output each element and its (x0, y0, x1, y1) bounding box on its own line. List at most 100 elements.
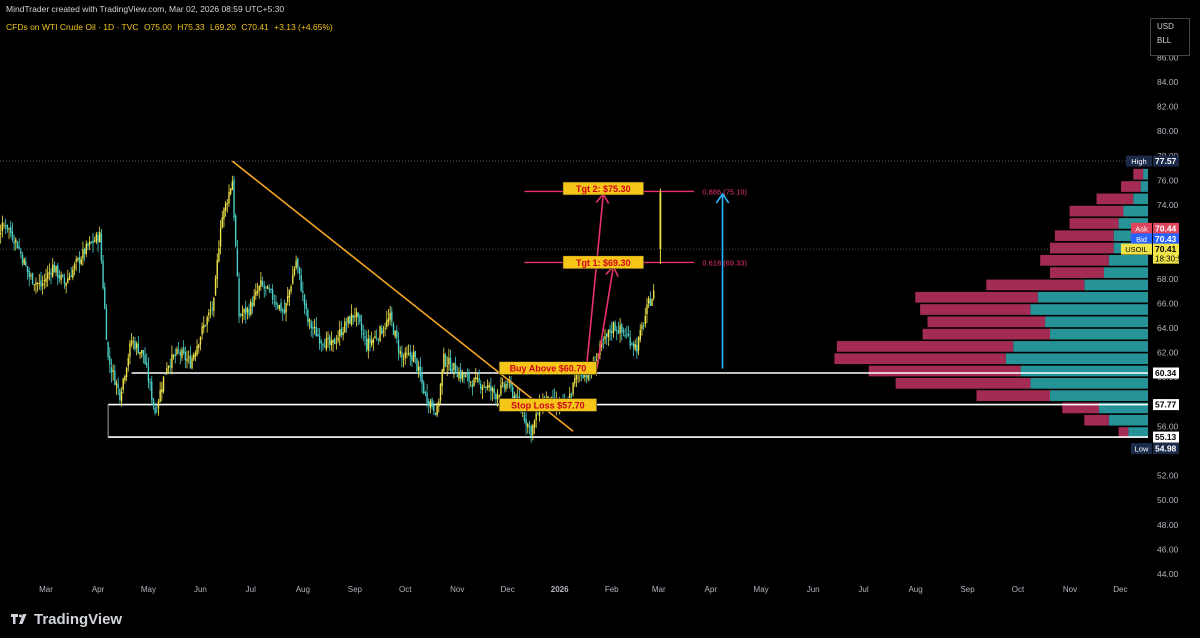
candle-body (641, 325, 643, 329)
candle-body (506, 384, 509, 386)
candle-body (88, 241, 91, 245)
ohlc-low: L69.20 (210, 22, 236, 32)
candle-body (30, 275, 32, 277)
y-axis-tick-label: 46.00 (1157, 544, 1179, 554)
candle-body (15, 239, 17, 243)
candle-body (36, 283, 39, 284)
candle-body (82, 249, 84, 259)
candle-body (323, 346, 326, 348)
candle-body (117, 384, 119, 389)
candle-body (337, 337, 339, 341)
candle-body (135, 343, 138, 349)
candle-body (317, 334, 319, 337)
candle-body (303, 294, 306, 306)
candle-body (193, 354, 195, 360)
volume-profile-down-bar (1069, 205, 1124, 217)
price-axis-tag-box (1131, 233, 1152, 245)
candle-body (187, 357, 190, 358)
candle-body (349, 316, 351, 324)
volume-profile-up-bar (1005, 353, 1148, 365)
candle-body (344, 321, 346, 333)
candle-body (570, 393, 573, 396)
candle-body (245, 306, 247, 315)
candle-body (77, 257, 79, 260)
candle-body (552, 397, 554, 399)
annotation-label-box (562, 181, 645, 196)
candle-body (251, 302, 254, 307)
tradingview-brand[interactable]: TradingView (8, 609, 122, 629)
candle-body (120, 391, 123, 402)
candle-body (392, 323, 395, 335)
candle-body (52, 264, 54, 277)
candle-body (441, 369, 443, 386)
candle-body (265, 286, 267, 288)
candle-body (228, 192, 230, 204)
candle-body (268, 288, 270, 291)
candle-body (473, 378, 475, 387)
candle-body (399, 350, 401, 354)
y-axis-tick-label: 74.00 (1157, 200, 1179, 210)
annotation-label: Tgt 1: $69.30 (576, 258, 631, 268)
candle-body (612, 322, 615, 334)
volume-profile-down-bar (920, 304, 1031, 315)
currency-unit-box[interactable]: USD BLL (1150, 18, 1190, 56)
candle-body (332, 339, 334, 343)
pink-target-arrow (595, 266, 615, 370)
candle-body (616, 329, 618, 332)
candle-body (481, 387, 484, 391)
candle-body (288, 290, 291, 298)
candle-body (488, 385, 490, 388)
price-axis-label: 57.77 (1155, 400, 1177, 410)
y-axis-tick-label: 68.00 (1157, 274, 1179, 284)
candle-body (238, 278, 240, 317)
candle-body (374, 336, 376, 339)
candle-body (62, 274, 64, 277)
candle-body (434, 412, 437, 416)
x-axis-tick-label: Dec (501, 585, 515, 594)
candle-body (290, 286, 292, 292)
candle-body (318, 335, 321, 344)
candle-body (627, 333, 630, 337)
candle-body (370, 340, 373, 345)
candle-body (177, 349, 180, 351)
price-axis-label-box (1153, 243, 1179, 264)
candle-body (320, 341, 323, 343)
annotation-label-box (498, 361, 598, 375)
candle-body (48, 272, 51, 274)
candle-body (99, 232, 101, 243)
candle-body (486, 385, 489, 388)
annotation-label: Tgt 2: $75.30 (576, 184, 631, 194)
candle-body (476, 378, 479, 380)
candle-body (305, 303, 307, 309)
volume-profile-up-bar (1113, 230, 1148, 242)
candle-body (157, 401, 160, 409)
candle-body (449, 357, 452, 371)
x-axis-tick-label: Mar (39, 585, 53, 594)
candle-body (391, 311, 393, 322)
candle-body (500, 384, 502, 395)
price-axis-label-box (1153, 431, 1179, 443)
y-axis-tick-label: 44.00 (1157, 569, 1179, 579)
candle-body (636, 344, 638, 353)
pink-target-arrow (585, 193, 605, 368)
candle-body (471, 384, 474, 388)
volume-profile-down-bar (927, 316, 1046, 328)
price-axis-label-box (1153, 155, 1179, 167)
candle-body (67, 278, 69, 283)
candle-body (218, 248, 220, 262)
price-axis-tag: USOIL (1125, 245, 1148, 254)
candle-body (501, 382, 504, 385)
candle-body (55, 265, 57, 273)
candle-body (496, 394, 499, 400)
candle-body (609, 329, 611, 334)
candle-body (110, 367, 113, 373)
candle-body (172, 355, 175, 357)
candle-body (522, 413, 524, 414)
candle-body (93, 241, 96, 242)
candle-body (1, 222, 4, 232)
volume-profile-down-bar (895, 377, 1031, 389)
candle-body (250, 301, 252, 315)
volume-profile-down-bar (922, 328, 1050, 340)
candle-body (219, 227, 222, 247)
